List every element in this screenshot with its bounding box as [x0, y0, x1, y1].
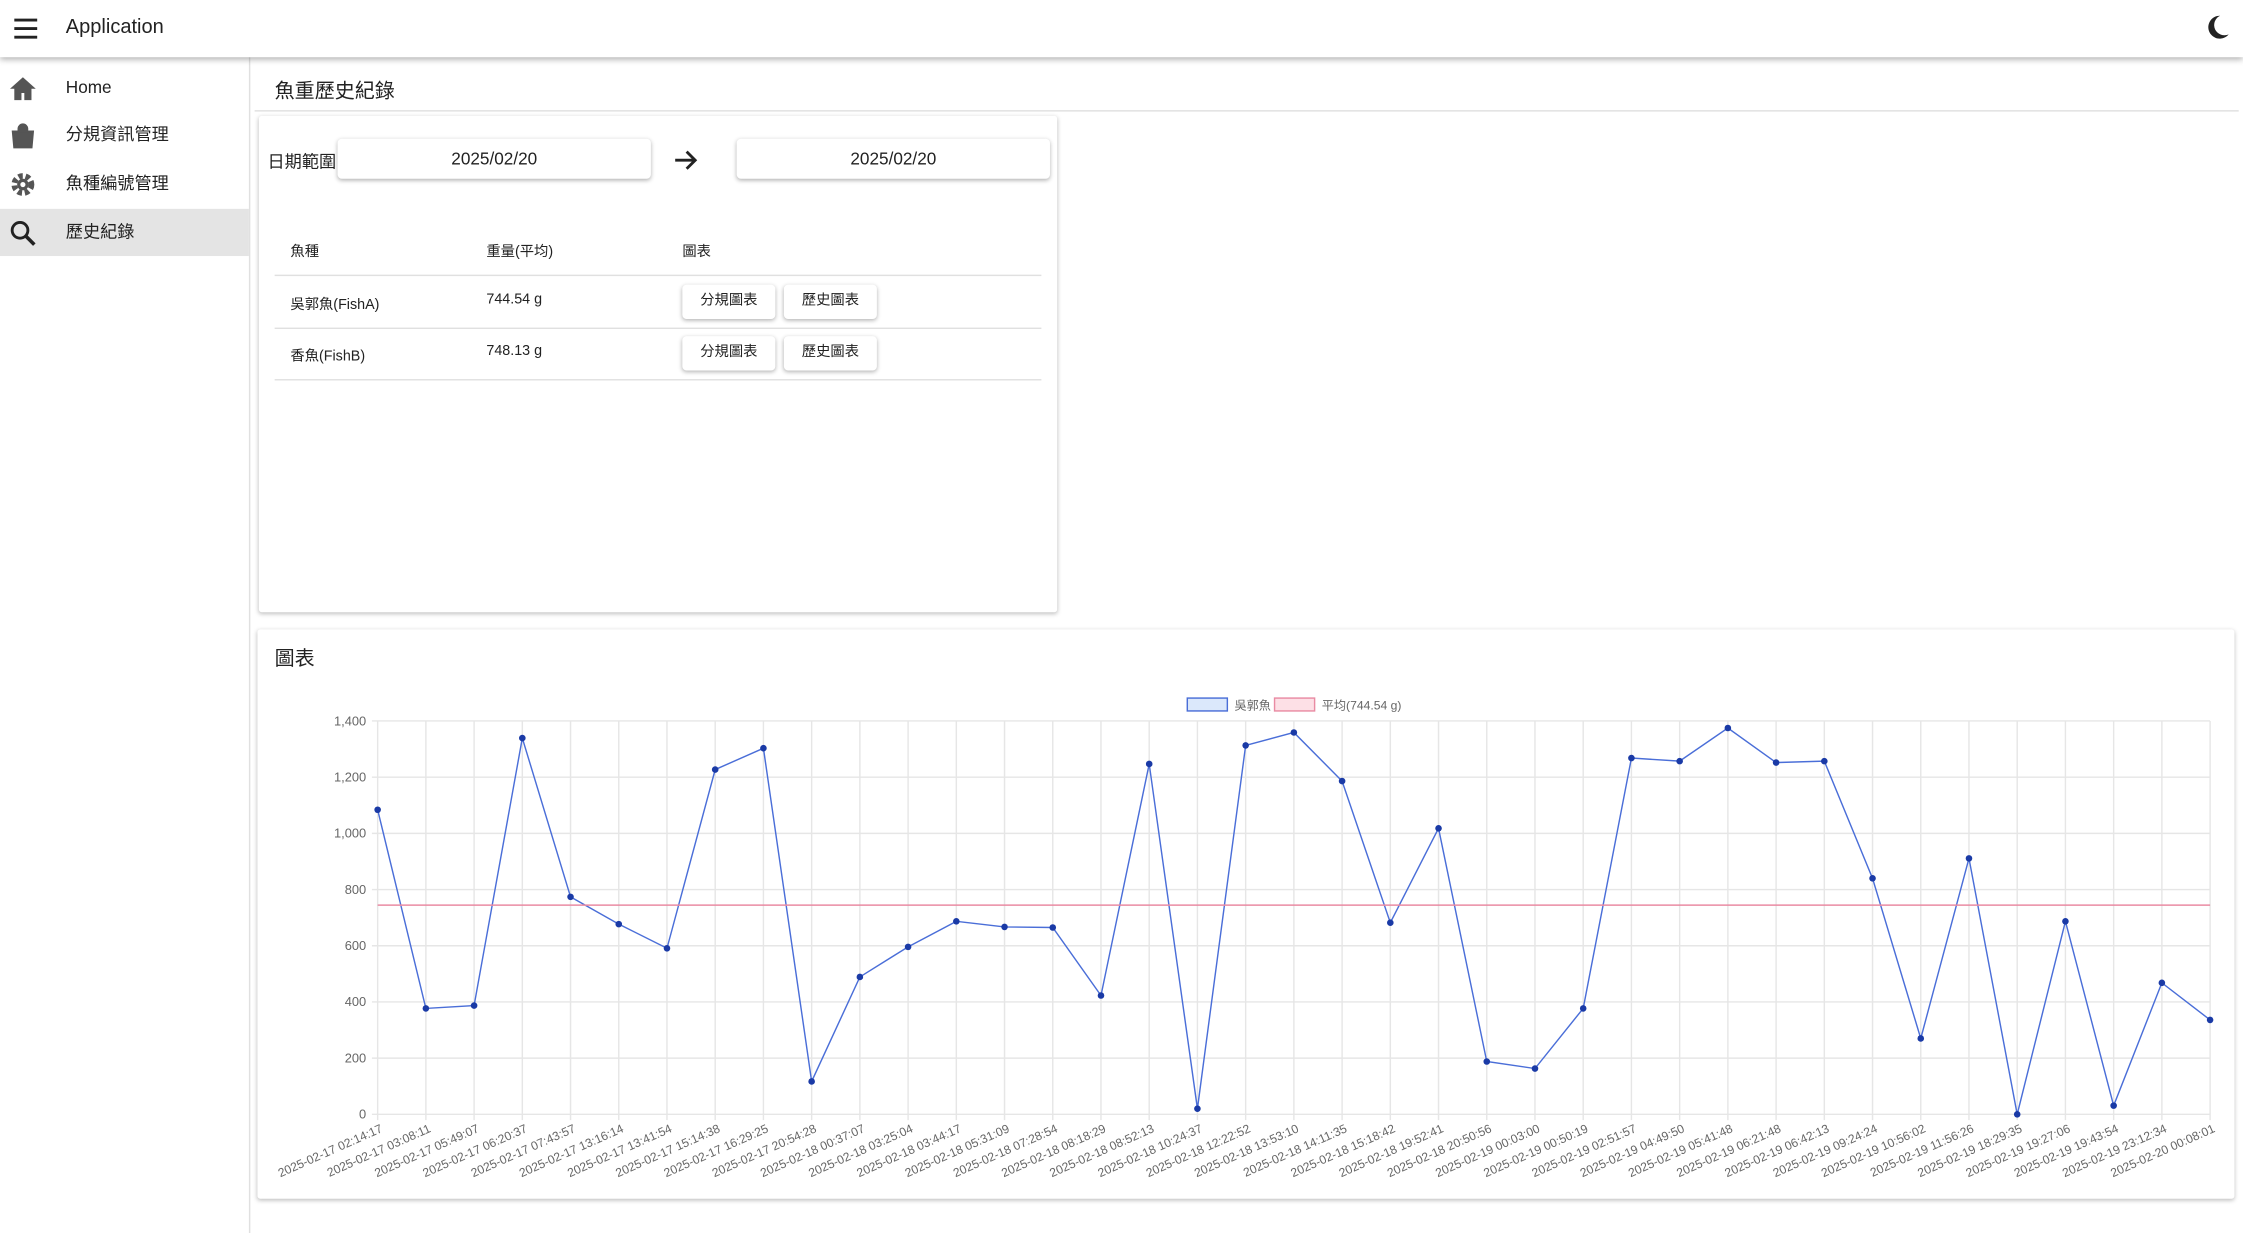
end-date-input[interactable]: 2025/02/20 [736, 138, 1050, 179]
data-point [615, 920, 623, 928]
legend-label: 平均(744.54 g) [1322, 699, 1402, 713]
data-point [1387, 919, 1394, 927]
table-cell: 吳郭魚(FishA) [290, 297, 380, 314]
data-point [1676, 757, 1683, 765]
legend-label: 吳郭魚 [1235, 698, 1271, 713]
table-header: 魚種 [290, 244, 319, 261]
history-chart-button[interactable]: 歷史圖表 [783, 284, 877, 319]
nav-item[interactable]: 分規資訊管理 [0, 112, 249, 159]
legend-swatch [1186, 697, 1229, 712]
y-tick-label: 400 [345, 994, 366, 1009]
data-point [1194, 1105, 1201, 1113]
data-point [422, 1005, 430, 1012]
data-point [1049, 924, 1057, 931]
data-point [1917, 1035, 1925, 1042]
nav-label: 分規資訊管理 [65, 124, 169, 145]
data-point [856, 973, 864, 981]
data-point [1821, 757, 1828, 765]
data-point [663, 944, 671, 952]
data-point [1869, 875, 1876, 882]
date-range-label: 日期範圍 [267, 151, 337, 172]
data-point [1290, 729, 1298, 736]
page-title: 魚重歷史紀錄 [274, 78, 395, 102]
row-border [274, 327, 1042, 330]
data-point [1965, 855, 1973, 862]
history-chart-button[interactable]: 歷史圖表 [783, 336, 877, 371]
data-point [1435, 825, 1442, 832]
y-tick-label: 1,000 [334, 826, 366, 841]
y-tick-label: 1,400 [334, 713, 366, 728]
data-point [711, 766, 719, 773]
data-point [1145, 760, 1153, 768]
table-cell: 744.54 g [486, 291, 543, 308]
icon-gear [11, 173, 35, 196]
data-point [1628, 754, 1635, 762]
icon-home [10, 77, 36, 101]
data-point [904, 943, 912, 951]
data-point [1483, 1058, 1491, 1065]
nav-item[interactable]: 魚種編號管理 [0, 160, 249, 207]
data-point [808, 1078, 815, 1085]
theme-toggle[interactable] [2203, 13, 2232, 42]
data-point [1001, 923, 1008, 931]
nav-item[interactable]: Home [0, 64, 249, 111]
y-tick-label: 600 [345, 938, 366, 953]
nav-label: Home [65, 77, 112, 98]
data-point [1097, 992, 1105, 999]
data-point [953, 918, 960, 925]
legend-swatch [1273, 697, 1316, 712]
app-bar: Application [0, 0, 2243, 58]
app-title: Application [65, 14, 164, 38]
table-header: 圖表 [682, 244, 711, 261]
icon-search [10, 221, 36, 246]
data-point [1724, 724, 1732, 732]
arrow-icon [675, 150, 698, 170]
data-point [760, 744, 767, 752]
data-point [519, 734, 526, 742]
table-cell: 香魚(FishB) [290, 349, 366, 365]
menu-button[interactable] [11, 14, 40, 43]
nav-item-active[interactable]: 歷史紀錄 [0, 208, 249, 257]
data-point [2062, 918, 2069, 925]
data-point [1772, 759, 1780, 766]
divider [254, 110, 2239, 112]
split-chart-button[interactable]: 分規圖表 [682, 336, 776, 371]
data-point [374, 806, 381, 814]
y-tick-label: 1,200 [334, 769, 366, 784]
y-tick-label: 0 [359, 1107, 366, 1122]
summary-card [258, 115, 1058, 613]
y-tick-label: 200 [345, 1050, 366, 1065]
data-point [1531, 1065, 1539, 1072]
start-date-input[interactable]: 2025/02/20 [337, 138, 651, 179]
row-border [274, 379, 1042, 381]
nav-label: 歷史紀錄 [65, 221, 135, 242]
icon-bag [11, 123, 35, 149]
sidebar: Home 分規資訊管理 魚種編號管理 歷史紀錄 [0, 57, 251, 1233]
data-point [2013, 1111, 2021, 1118]
data-point [1579, 1005, 1587, 1012]
y-tick-label: 800 [345, 882, 366, 897]
table-cell: 748.13 g [486, 343, 543, 360]
nav-label: 魚種編號管理 [65, 173, 169, 194]
data-point [567, 893, 574, 901]
data-point [2158, 979, 2166, 987]
data-point [1338, 777, 1346, 785]
row-border [274, 274, 1042, 277]
chart-card-title: 圖表 [274, 646, 315, 670]
data-point [2110, 1102, 2117, 1109]
split-chart-button[interactable]: 分規圖表 [682, 284, 776, 319]
data-point [2206, 1016, 2214, 1024]
data-point [1242, 742, 1249, 749]
table-header: 重量(平均) [486, 244, 554, 261]
data-point [470, 1002, 478, 1009]
